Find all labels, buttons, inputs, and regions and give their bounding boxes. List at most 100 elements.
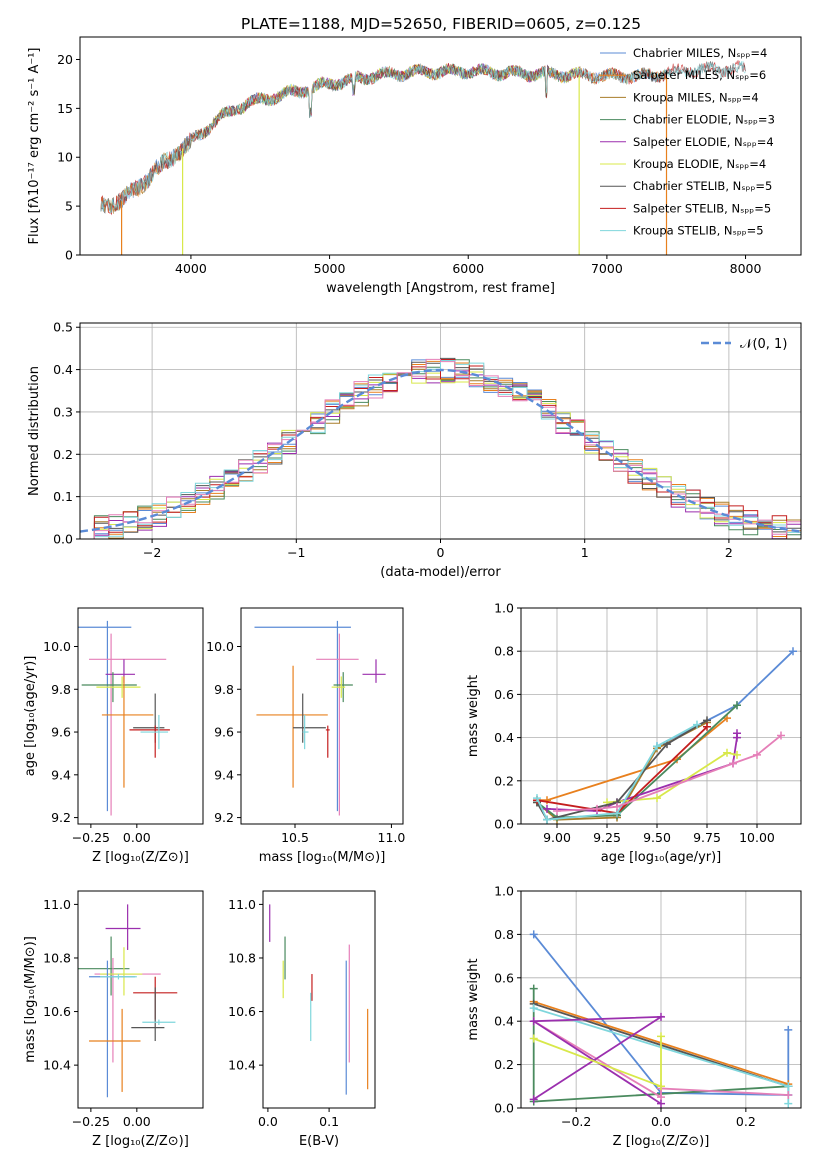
- y-tick-label: 0.4: [494, 730, 514, 745]
- spectrum-line: [100, 63, 667, 213]
- mass-weight-marker: [543, 804, 551, 813]
- x-tick-label: 1: [581, 545, 589, 560]
- x-tick-label: 7000: [591, 261, 623, 276]
- x-tick-label: −0.2: [561, 1114, 591, 1129]
- x-tick-label: 9.50: [643, 830, 671, 845]
- legend-label: Chabrier STELIB, Nₛₚₚ=5: [633, 179, 772, 193]
- y-axis-label: Flux [fλ10⁻¹⁷ erg cm⁻² s⁻¹ A⁻¹]: [27, 48, 42, 245]
- mass-weight-line: [530, 1015, 665, 1105]
- mass-weight-marker: [777, 731, 785, 740]
- plot-area: [78, 620, 170, 816]
- mass-weight-marker: [529, 1034, 538, 1043]
- y-axis-label: age [log₁₀(age/yr)]: [23, 656, 38, 777]
- mass-weight-marker: [553, 807, 561, 816]
- mass-weight-marker: [733, 701, 741, 710]
- panel-age_vs_Z: −0.25 0.00 9.2 9.4 9.6 9.8 10.0 Z [log₁₀(Z/Z⊙)]…: [23, 607, 204, 865]
- mass-weight-line: [533, 1020, 789, 1099]
- y-tick-label: 0.1: [53, 489, 73, 504]
- x-axis-label: age [log₁₀(age/yr)]: [601, 850, 722, 865]
- y-tick-label: 10.6: [43, 1004, 71, 1019]
- mass-weight-marker: [529, 930, 538, 939]
- y-tick-label: 20: [57, 52, 73, 67]
- y-tick-label: 0.0: [494, 1101, 514, 1116]
- axes-frame: [77, 607, 204, 825]
- legend-label: Chabrier ELODIE, Nₛₚₚ=3: [633, 113, 775, 127]
- plot-area: [80, 357, 801, 539]
- plot-area: [533, 647, 797, 824]
- y-tick-label: 10.8: [228, 950, 256, 965]
- mass-weight-line: [533, 1036, 662, 1088]
- plot-area: [254, 620, 386, 816]
- x-tick-label: 0.1: [319, 1114, 339, 1129]
- mass-weight-marker: [657, 1012, 665, 1021]
- mass-weight-marker: [593, 804, 601, 813]
- mass-weight-marker: [529, 1004, 538, 1013]
- x-tick-label: 0.0: [651, 1114, 671, 1129]
- y-tick-label: 11.0: [228, 897, 256, 912]
- axes-frame: [77, 890, 204, 1109]
- x-tick-label: 8000: [730, 261, 762, 276]
- mass-weight-marker: [703, 722, 711, 731]
- y-tick-label: 0: [65, 248, 73, 263]
- mass-weight-marker: [543, 815, 551, 824]
- mass-weight-marker: [733, 729, 741, 738]
- mass-weight-marker: [529, 1095, 538, 1104]
- histogram-step: [93, 358, 801, 539]
- y-tick-label: 0.3: [53, 404, 73, 419]
- x-tick-label: −0.25: [72, 1114, 110, 1129]
- y-tick-label: 9.4: [51, 767, 71, 782]
- y-tick-label: 10.6: [228, 1004, 256, 1019]
- plot-area: [269, 904, 369, 1095]
- y-tick-label: 10: [57, 150, 73, 165]
- axes-frame: [79, 322, 802, 540]
- y-tick-label: 9.4: [214, 767, 234, 782]
- panel-mass_weight_vs_age: 9.00 9.25 9.50 9.75 10.00 0.0 0.2 0.4 0.6 0.8 1.0 a…: [466, 601, 802, 865]
- y-tick-label: 1.0: [494, 601, 514, 616]
- spectrum-line: [100, 63, 667, 214]
- axes-frame: [262, 890, 376, 1109]
- x-tick-label: 4000: [175, 261, 207, 276]
- y-tick-label: 9.6: [214, 725, 234, 740]
- mass-weight-marker: [784, 1099, 793, 1108]
- y-tick-label: 10.0: [43, 639, 71, 654]
- x-tick-label: 0.0: [258, 1114, 278, 1129]
- y-tick-label: 1.0: [494, 884, 514, 899]
- histogram-step: [93, 371, 801, 539]
- spectrum-line: [204, 63, 580, 139]
- y-tick-label: 0.6: [494, 687, 514, 702]
- x-tick-label: 10.5: [281, 830, 309, 845]
- mass-weight-marker: [723, 748, 731, 757]
- x-axis-label: wavelength [Angstrom, rest frame]: [326, 281, 555, 296]
- y-tick-label: 0.6: [494, 970, 514, 985]
- y-tick-label: 9.6: [51, 725, 71, 740]
- y-axis-label: mass weight: [466, 958, 481, 1040]
- mass-weight-line: [556, 734, 782, 812]
- x-tick-label: 10.00: [739, 830, 775, 845]
- spectrum-line: [100, 60, 746, 214]
- x-tick-label: −0.25: [72, 830, 110, 845]
- mass-weight-marker: [789, 647, 797, 656]
- plot-area: [78, 904, 178, 1098]
- x-tick-label: −1: [287, 545, 305, 560]
- mass-weight-marker: [533, 794, 541, 803]
- legend-label: Salpeter STELIB, Nₛₚₚ=5: [633, 201, 771, 215]
- figure-title: PLATE=1188, MJD=52650, FIBERID=0605, z=0…: [241, 15, 641, 33]
- x-tick-label: −2: [143, 545, 161, 560]
- panel-spectrum: 4000 5000 6000 7000 8000 0 5 10 15 20 wavelength […: [27, 36, 802, 296]
- legend-label: Chabrier MILES, Nₛₚₚ=4: [633, 46, 767, 60]
- y-tick-label: 9.8: [214, 682, 234, 697]
- x-tick-label: 0.2: [736, 1114, 756, 1129]
- y-tick-label: 0.8: [494, 644, 514, 659]
- gaussian-curve: [80, 368, 801, 533]
- mass-weight-marker: [657, 1099, 665, 1108]
- panel-mass_weight_vs_Z: −0.2 0.0 0.2 0.0 0.2 0.4 0.6 0.8 1.0 Z [log₁₀(Z/Z…: [466, 884, 802, 1149]
- y-axis-label: mass weight: [466, 675, 481, 757]
- y-tick-label: 10.0: [206, 639, 234, 654]
- x-tick-label: 5000: [314, 261, 346, 276]
- x-axis-label: Z [log₁₀(Z/Z⊙)]: [92, 850, 189, 865]
- x-axis-label: Z [log₁₀(Z/Z⊙)]: [613, 1134, 710, 1149]
- histogram-step: [93, 360, 801, 539]
- mass-weight-marker: [529, 984, 538, 993]
